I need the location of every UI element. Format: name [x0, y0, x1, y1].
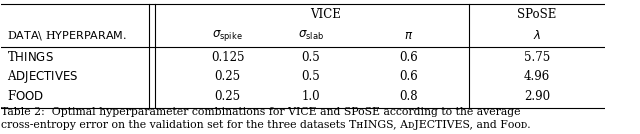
Text: SPoSE: SPoSE — [517, 8, 557, 21]
Text: D$\mathrm{ATA}$\ H$\mathrm{YPERPARAM}$.: D$\mathrm{ATA}$\ H$\mathrm{YPERPARAM}$. — [8, 29, 127, 42]
Text: 0.5: 0.5 — [301, 70, 320, 83]
Text: $\pi$: $\pi$ — [404, 29, 413, 42]
Text: 1.0: 1.0 — [301, 90, 320, 103]
Text: 4.96: 4.96 — [524, 70, 550, 83]
Text: T$\mathrm{HINGS}$: T$\mathrm{HINGS}$ — [8, 50, 54, 64]
Text: $\sigma_{\mathrm{spike}}$: $\sigma_{\mathrm{spike}}$ — [212, 28, 243, 43]
Text: VICE: VICE — [310, 8, 341, 21]
Text: Table 2:  Optimal hyperparameter combinations for VICE and SPoSE according to th: Table 2: Optimal hyperparameter combinat… — [1, 107, 531, 130]
Text: F$\mathrm{OOD}$: F$\mathrm{OOD}$ — [8, 89, 44, 103]
Text: 0.6: 0.6 — [399, 70, 418, 83]
Text: 0.8: 0.8 — [399, 90, 418, 103]
Text: 0.125: 0.125 — [211, 51, 244, 64]
Text: $\sigma_{\mathrm{slab}}$: $\sigma_{\mathrm{slab}}$ — [298, 29, 324, 42]
Text: 5.75: 5.75 — [524, 51, 550, 64]
Text: 0.5: 0.5 — [301, 51, 320, 64]
Text: 0.6: 0.6 — [399, 51, 418, 64]
Text: A$\mathrm{DJECTIVES}$: A$\mathrm{DJECTIVES}$ — [8, 68, 79, 85]
Text: 0.25: 0.25 — [214, 70, 241, 83]
Text: 0.25: 0.25 — [214, 90, 241, 103]
Text: 2.90: 2.90 — [524, 90, 550, 103]
Text: $\lambda$: $\lambda$ — [533, 29, 541, 42]
